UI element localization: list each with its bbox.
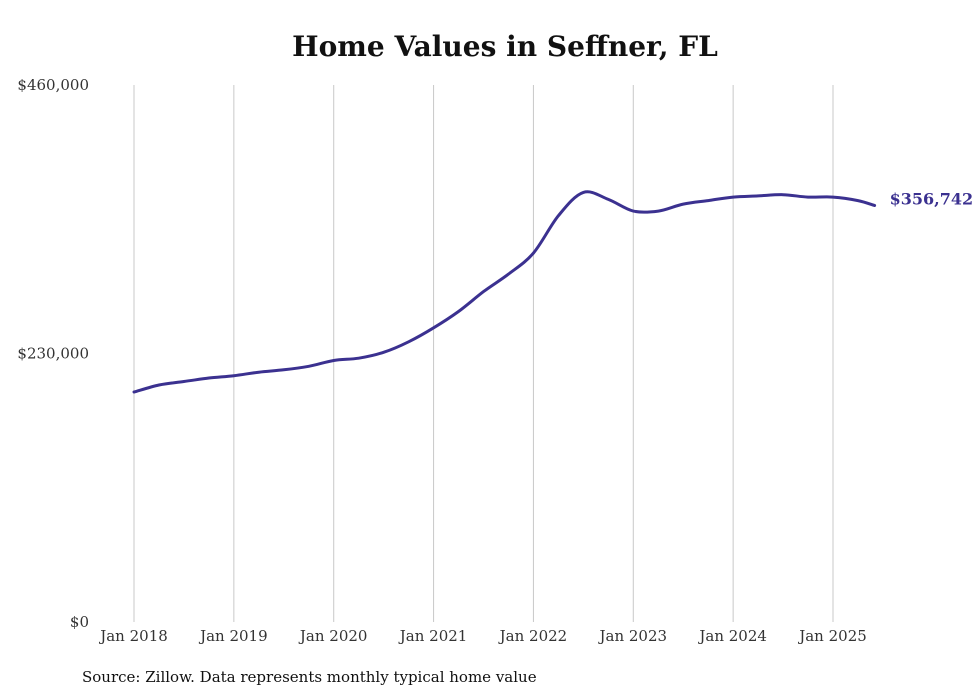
y-tick-label: $230,000 [17,345,89,363]
y-tick-label: $460,000 [17,76,89,94]
end-value-label: $356,742 [890,190,974,209]
x-tick-label: Jan 2021 [398,627,468,645]
grid-lines [133,85,834,622]
x-tick-label: Jan 2018 [98,627,168,645]
x-tick-label: Jan 2025 [797,627,867,645]
x-tick-label: Jan 2023 [598,627,668,645]
source-note: Source: Zillow. Data represents monthly … [82,668,537,686]
x-tick-label: Jan 2024 [697,627,767,645]
x-tick-label: Jan 2022 [498,627,568,645]
y-axis-ticks: $0 $230,000 $460,000 [17,76,89,631]
x-axis-ticks: Jan 2018 Jan 2019 Jan 2020 Jan 2021 Jan 2022… [98,627,867,645]
series-line [132,190,877,394]
chart-title: Home Values in Seffner, FL [292,30,718,63]
x-tick-label: Jan 2019 [198,627,268,645]
y-tick-label: $0 [70,613,89,631]
x-tick-label: Jan 2020 [298,627,368,645]
